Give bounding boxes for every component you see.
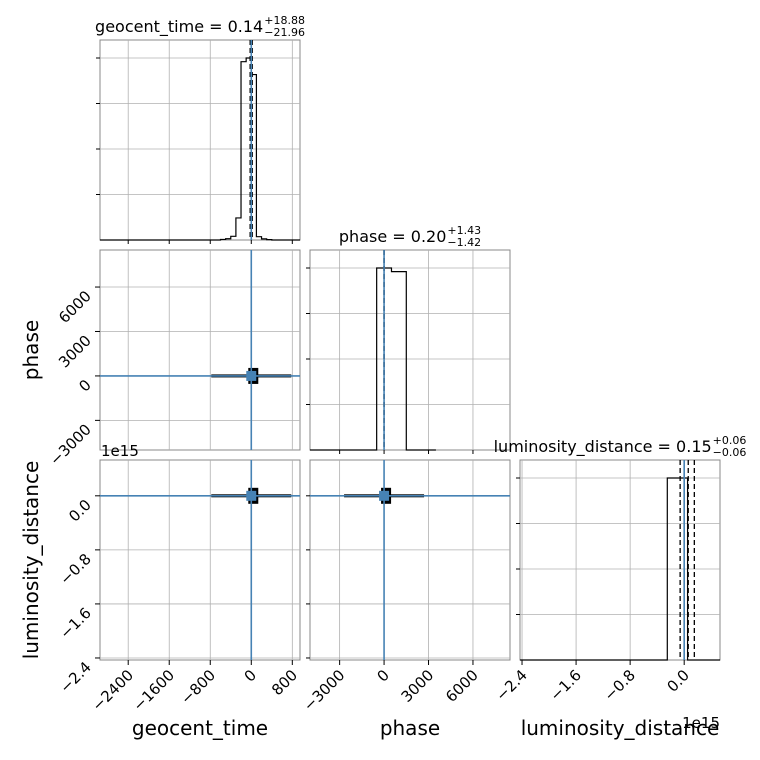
- x-tick-label-luminosity_distance: −2.4: [492, 666, 530, 704]
- y-tick-label-phase: 3000: [55, 332, 95, 372]
- x-tick-label-phase: −3000: [300, 666, 349, 715]
- title-main-geocent_time: geocent_time = 0.14: [95, 17, 263, 37]
- x-tick-label-luminosity_distance: 0.0: [663, 666, 693, 696]
- title-luminosity_distance: luminosity_distance = 0.15 +0.06−0.06: [494, 434, 747, 459]
- y-tick-label-luminosity_distance: −0.8: [56, 550, 94, 588]
- x-tick-label-luminosity_distance: −1.6: [546, 666, 584, 704]
- y-axis-label-phase: phase: [19, 320, 43, 380]
- title-plus-phase: +1.43: [447, 224, 481, 237]
- x-axis-label-luminosity_distance: luminosity_distance: [521, 716, 720, 740]
- y-tick-label-phase: 0: [75, 376, 94, 395]
- y-tick-label-phase: −3000: [46, 420, 95, 469]
- offset-label-x: 1e15: [682, 714, 720, 732]
- title-main-luminosity_distance: luminosity_distance = 0.15: [494, 437, 712, 457]
- x-tick-label-geocent_time: 0: [241, 666, 260, 685]
- histogram-phase: [310, 267, 436, 451]
- title-plus-luminosity_distance: +0.06: [713, 434, 747, 447]
- x-tick-label-phase: 0: [373, 666, 392, 685]
- y-tick-label-phase: 6000: [55, 287, 95, 327]
- panel-frame-2-1: [309, 459, 511, 661]
- x-tick-label-geocent_time: −800: [177, 666, 219, 708]
- x-tick-label-geocent_time: −2400: [88, 666, 137, 715]
- truth-point-geocent_time-luminosity_distance: [246, 490, 257, 501]
- x-tick-label-luminosity_distance: −0.8: [600, 666, 638, 704]
- panel-frame-2-0: [99, 459, 301, 661]
- title-minus-geocent_time: −21.96: [264, 26, 305, 39]
- panel-frame-1-1: [309, 249, 511, 451]
- tick-marks: [95, 57, 685, 665]
- histogram-geocent_time: [100, 57, 300, 241]
- x-axis-label-phase: phase: [380, 716, 440, 740]
- plot-content: [100, 40, 720, 661]
- panel-frame-2-2: [519, 459, 721, 661]
- title-main-phase: phase = 0.20: [339, 227, 446, 246]
- x-tick-label-geocent_time: 800: [268, 666, 301, 699]
- x-tick-label-phase: 3000: [398, 666, 438, 706]
- x-tick-label-geocent_time: −1600: [129, 666, 178, 715]
- truth-point-phase-luminosity_distance: [379, 490, 390, 501]
- y-tick-label-luminosity_distance: −2.4: [56, 658, 94, 696]
- panel-frame-0-0: [99, 39, 301, 241]
- x-tick-label-phase: 6000: [442, 666, 482, 706]
- title-geocent_time: geocent_time = 0.14 +18.88−21.96: [95, 14, 305, 39]
- y-tick-label-luminosity_distance: −1.6: [56, 604, 94, 642]
- panel-frame-1-0: [99, 249, 301, 451]
- title-phase: phase = 0.20 +1.43−1.42: [339, 224, 481, 249]
- offset-label-y: 1e15: [101, 442, 139, 460]
- y-axis-label-luminosity_distance: luminosity_distance: [19, 461, 43, 660]
- title-minus-phase: −1.42: [447, 236, 481, 249]
- title-plus-geocent_time: +18.88: [264, 14, 305, 27]
- x-axis-label-geocent_time: geocent_time: [132, 716, 268, 740]
- truth-point-geocent_time-phase: [246, 370, 257, 381]
- panel-frames: [99, 39, 721, 661]
- y-tick-label-luminosity_distance: 0.0: [65, 496, 95, 526]
- title-minus-luminosity_distance: −0.06: [713, 446, 747, 459]
